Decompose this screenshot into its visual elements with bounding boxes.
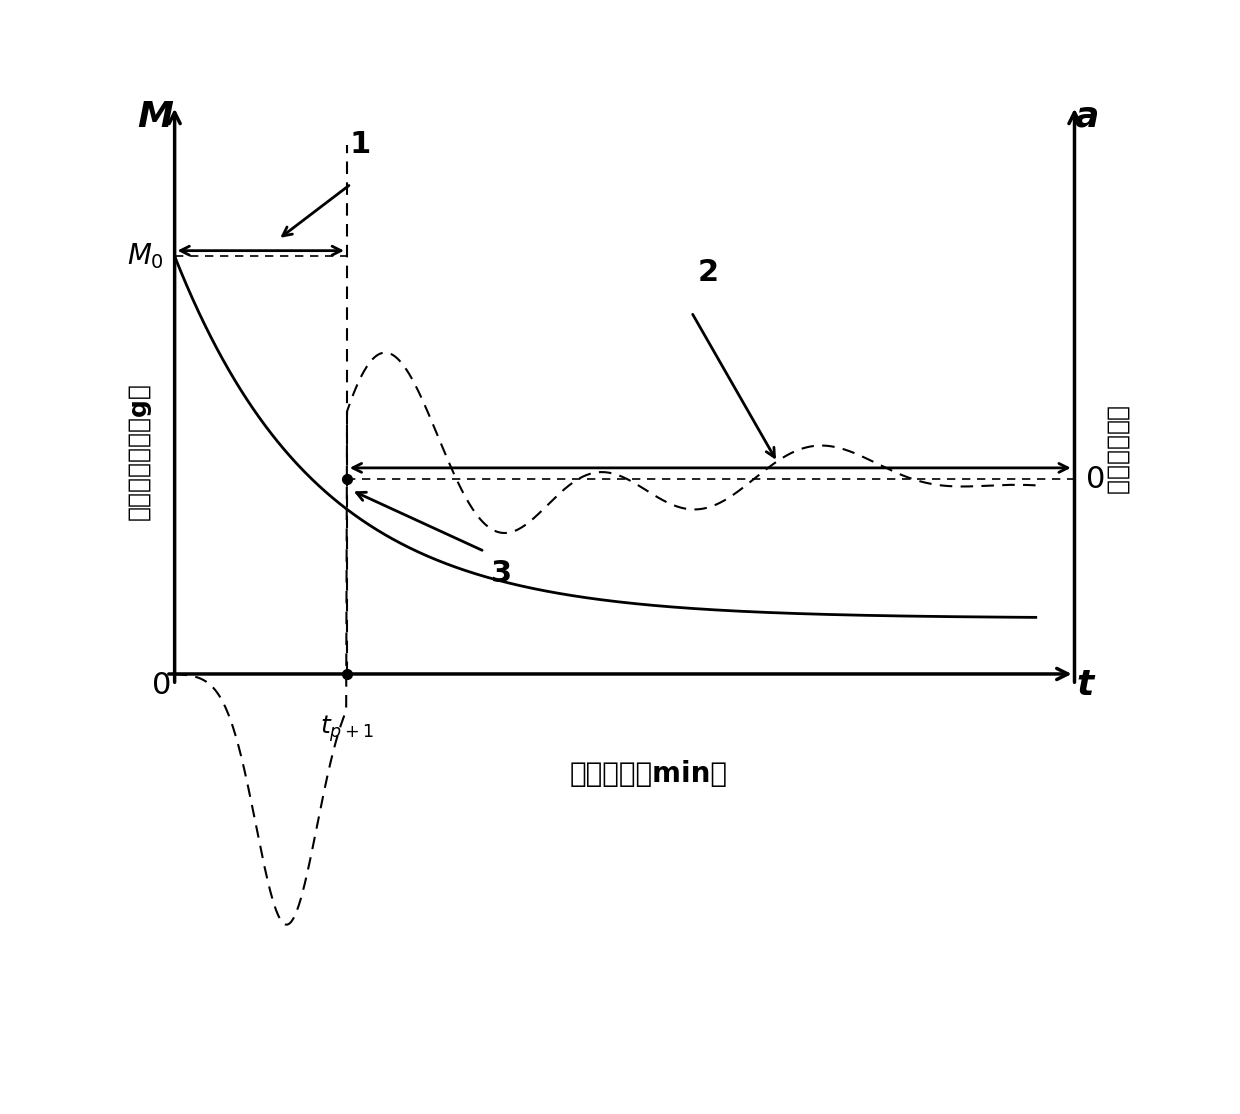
Text: $M_0$: $M_0$ <box>128 242 164 271</box>
Text: 2: 2 <box>698 258 719 287</box>
Text: $\boldsymbol{a}$: $\boldsymbol{a}$ <box>1074 100 1097 134</box>
Text: $\boldsymbol{M}$: $\boldsymbol{M}$ <box>138 100 175 134</box>
Text: 3: 3 <box>491 559 512 588</box>
Text: 曲线二阶导数: 曲线二阶导数 <box>1106 407 1130 496</box>
Text: 1: 1 <box>350 130 371 159</box>
Text: $\boldsymbol{t}$: $\boldsymbol{t}$ <box>1075 668 1096 702</box>
Text: $0$: $0$ <box>1085 465 1104 494</box>
Text: $t_{p+1}$: $t_{p+1}$ <box>320 713 373 744</box>
Text: 质量变化曲线（g）: 质量变化曲线（g） <box>126 382 150 520</box>
Text: $0$: $0$ <box>151 671 171 700</box>
Text: 干燥时间（min）: 干燥时间（min） <box>569 760 727 789</box>
